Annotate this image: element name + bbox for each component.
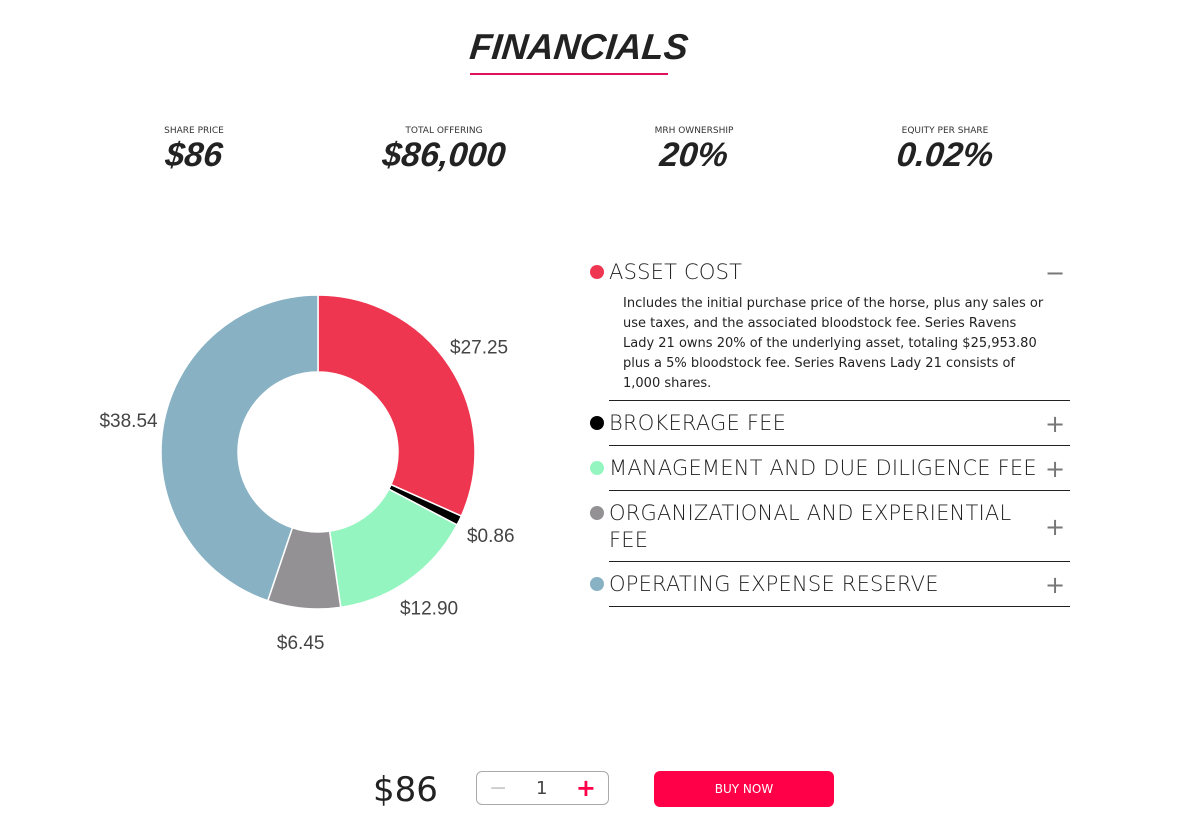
donut-slice[interactable] (160, 294, 319, 602)
increment-button[interactable]: + (575, 774, 596, 802)
stat-label: TOTAL OFFERING (405, 126, 483, 136)
stat-total-offering: TOTAL OFFERING $86,000 (344, 126, 544, 175)
legend-dot-icon (590, 577, 604, 591)
legend-dot-icon (590, 265, 604, 279)
stat-mrh-ownership: MRH OWNERSHIP 20% (594, 126, 794, 175)
legend-dot-icon (590, 416, 604, 430)
accordion-title: ORGANIZATIONAL AND EXPERIENTIAL FEE (609, 501, 1012, 552)
plus-icon[interactable]: + (1044, 571, 1066, 599)
accordion-header[interactable]: BROKERAGE FEE + (590, 401, 1070, 445)
accordion-description: Includes the initial purchase price of t… (623, 296, 1044, 391)
slice-label: $6.45 (277, 633, 325, 654)
accordion-item: OPERATING EXPENSE RESERVE + (590, 562, 1070, 607)
slice-label: $38.54 (99, 411, 158, 432)
stat-value: 0.02% (894, 136, 996, 174)
stat-label: EQUITY PER SHARE (901, 126, 989, 136)
accordion-title: MANAGEMENT AND DUE DILIGENCE FEE (609, 456, 1037, 480)
donut-slice[interactable] (317, 294, 476, 518)
page-title: FINANCIALS (467, 26, 691, 67)
stat-share-price: SHARE PRICE $86 (94, 126, 294, 175)
slice-label: $0.86 (467, 526, 515, 547)
accordion-title: ASSET COST (609, 260, 743, 284)
plus-icon[interactable]: + (1044, 513, 1066, 541)
purchase-price: $86 (373, 770, 438, 810)
accordion-title: BROKERAGE FEE (609, 411, 787, 435)
slice-label: $27.25 (450, 338, 508, 359)
accordion-item: MANAGEMENT AND DUE DILIGENCE FEE + (590, 446, 1070, 491)
slice-label: $12.90 (400, 599, 458, 620)
minus-icon[interactable]: − (1044, 259, 1066, 287)
legend-dot-icon (590, 461, 604, 475)
donut-chart: $27.25 $0.86 $12.90 $6.45 $38.54 (99, 294, 515, 654)
stat-label: MRH OWNERSHIP (654, 126, 734, 136)
accordion-item: ASSET COST − Includes the initial purchase… (590, 250, 1070, 401)
accordion-header[interactable]: OPERATING EXPENSE RESERVE + (590, 562, 1070, 606)
legend-dot-icon (590, 506, 604, 520)
fee-accordion: ASSET COST − Includes the initial purchase… (590, 250, 1070, 607)
plus-icon[interactable]: + (1044, 455, 1066, 483)
accordion-item: ORGANIZATIONAL AND EXPERIENTIAL FEE + (590, 491, 1070, 562)
plus-icon[interactable]: + (1044, 410, 1066, 438)
title-underline (470, 73, 668, 75)
accordion-header[interactable]: ASSET COST − (590, 250, 1070, 294)
stat-label: SHARE PRICE (164, 126, 224, 136)
accordion-title: OPERATING EXPENSE RESERVE (609, 572, 939, 596)
accordion-item: BROKERAGE FEE + (590, 401, 1070, 446)
accordion-header[interactable]: MANAGEMENT AND DUE DILIGENCE FEE + (590, 446, 1070, 490)
stat-value: $86,000 (380, 136, 508, 174)
quantity-value[interactable]: 1 (535, 777, 548, 799)
stat-value: $86 (163, 136, 225, 174)
decrement-button[interactable]: − (489, 775, 508, 801)
stat-value: 20% (658, 136, 731, 174)
accordion-header[interactable]: ORGANIZATIONAL AND EXPERIENTIAL FEE + (590, 491, 1070, 561)
quantity-stepper: − 1 + (476, 771, 609, 805)
stat-equity-per-share: EQUITY PER SHARE 0.02% (845, 126, 1045, 175)
buy-now-button[interactable]: BUY NOW (654, 771, 834, 807)
